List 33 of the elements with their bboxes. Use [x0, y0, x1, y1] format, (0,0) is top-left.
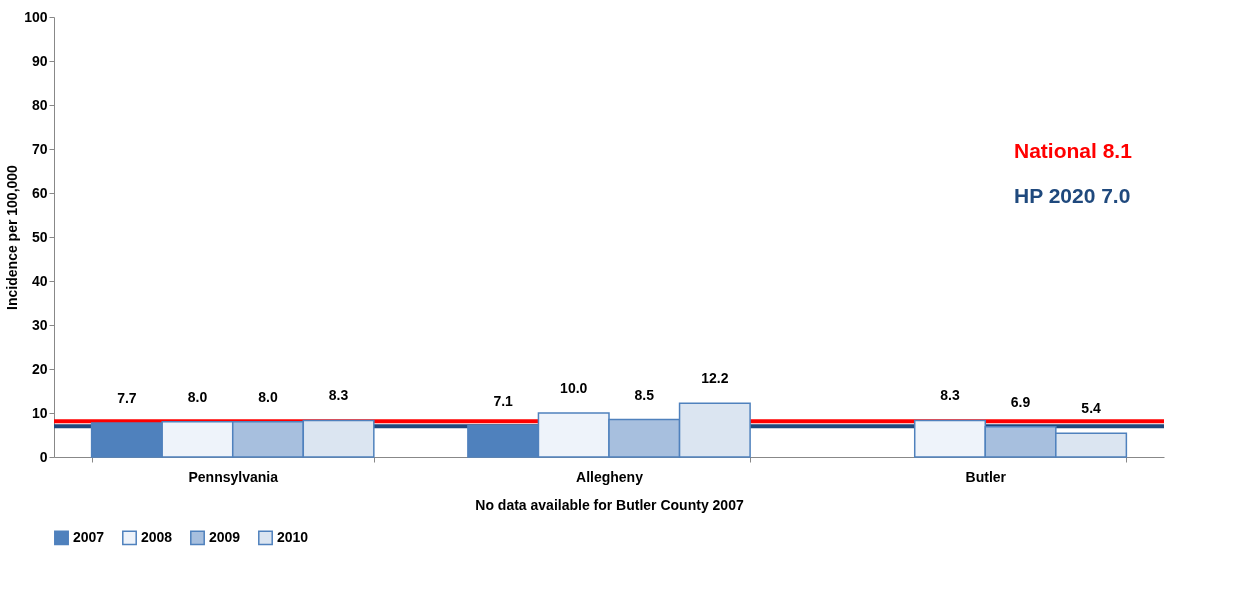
data-label: 8.0 [258, 388, 278, 405]
legend-label: 2009 [209, 528, 241, 545]
y-tick-label: 0 [39, 448, 48, 465]
y-tick-label: 100 [24, 8, 48, 25]
data-label: 8.5 [634, 386, 655, 403]
data-label: 8.0 [187, 388, 208, 405]
data-label: 12.2 [701, 370, 729, 387]
y-tick-label: 90 [31, 52, 48, 69]
data-label: 6.9 [1010, 393, 1031, 410]
data-label: 5.4 [1081, 400, 1102, 417]
legend-label: 2008 [141, 528, 173, 545]
y-tick-label: 20 [31, 360, 48, 377]
ref-line-label: HP 2020 7.0 [1014, 184, 1131, 207]
x-axis-title: No data available for Butler County 2007 [475, 496, 744, 513]
legend-label: 2010 [277, 528, 309, 545]
x-tick-label: Pennsylvania [188, 468, 279, 485]
data-label: 8.3 [328, 387, 349, 404]
legend-label: 2007 [73, 528, 105, 545]
x-tick-label: Allegheny [576, 468, 644, 485]
data-label: 10.0 [560, 380, 588, 396]
data-label: 8.3 [940, 387, 960, 404]
y-tick-label: 40 [31, 272, 48, 289]
x-tick-label: Butler [965, 468, 1007, 485]
data-label: 7.1 [493, 392, 514, 409]
ref-line-label: National 8.1 [1014, 139, 1133, 162]
y-tick-label: 50 [31, 228, 48, 245]
y-tick-label: 60 [31, 184, 48, 201]
y-tick-label: 10 [31, 404, 48, 421]
y-tick-label: 30 [31, 316, 48, 333]
y-axis-title: Incidence per 100,000 [4, 164, 21, 310]
y-tick-label: 80 [31, 96, 48, 113]
y-tick-label: 70 [31, 140, 48, 157]
data-label: 7.7 [117, 390, 137, 407]
